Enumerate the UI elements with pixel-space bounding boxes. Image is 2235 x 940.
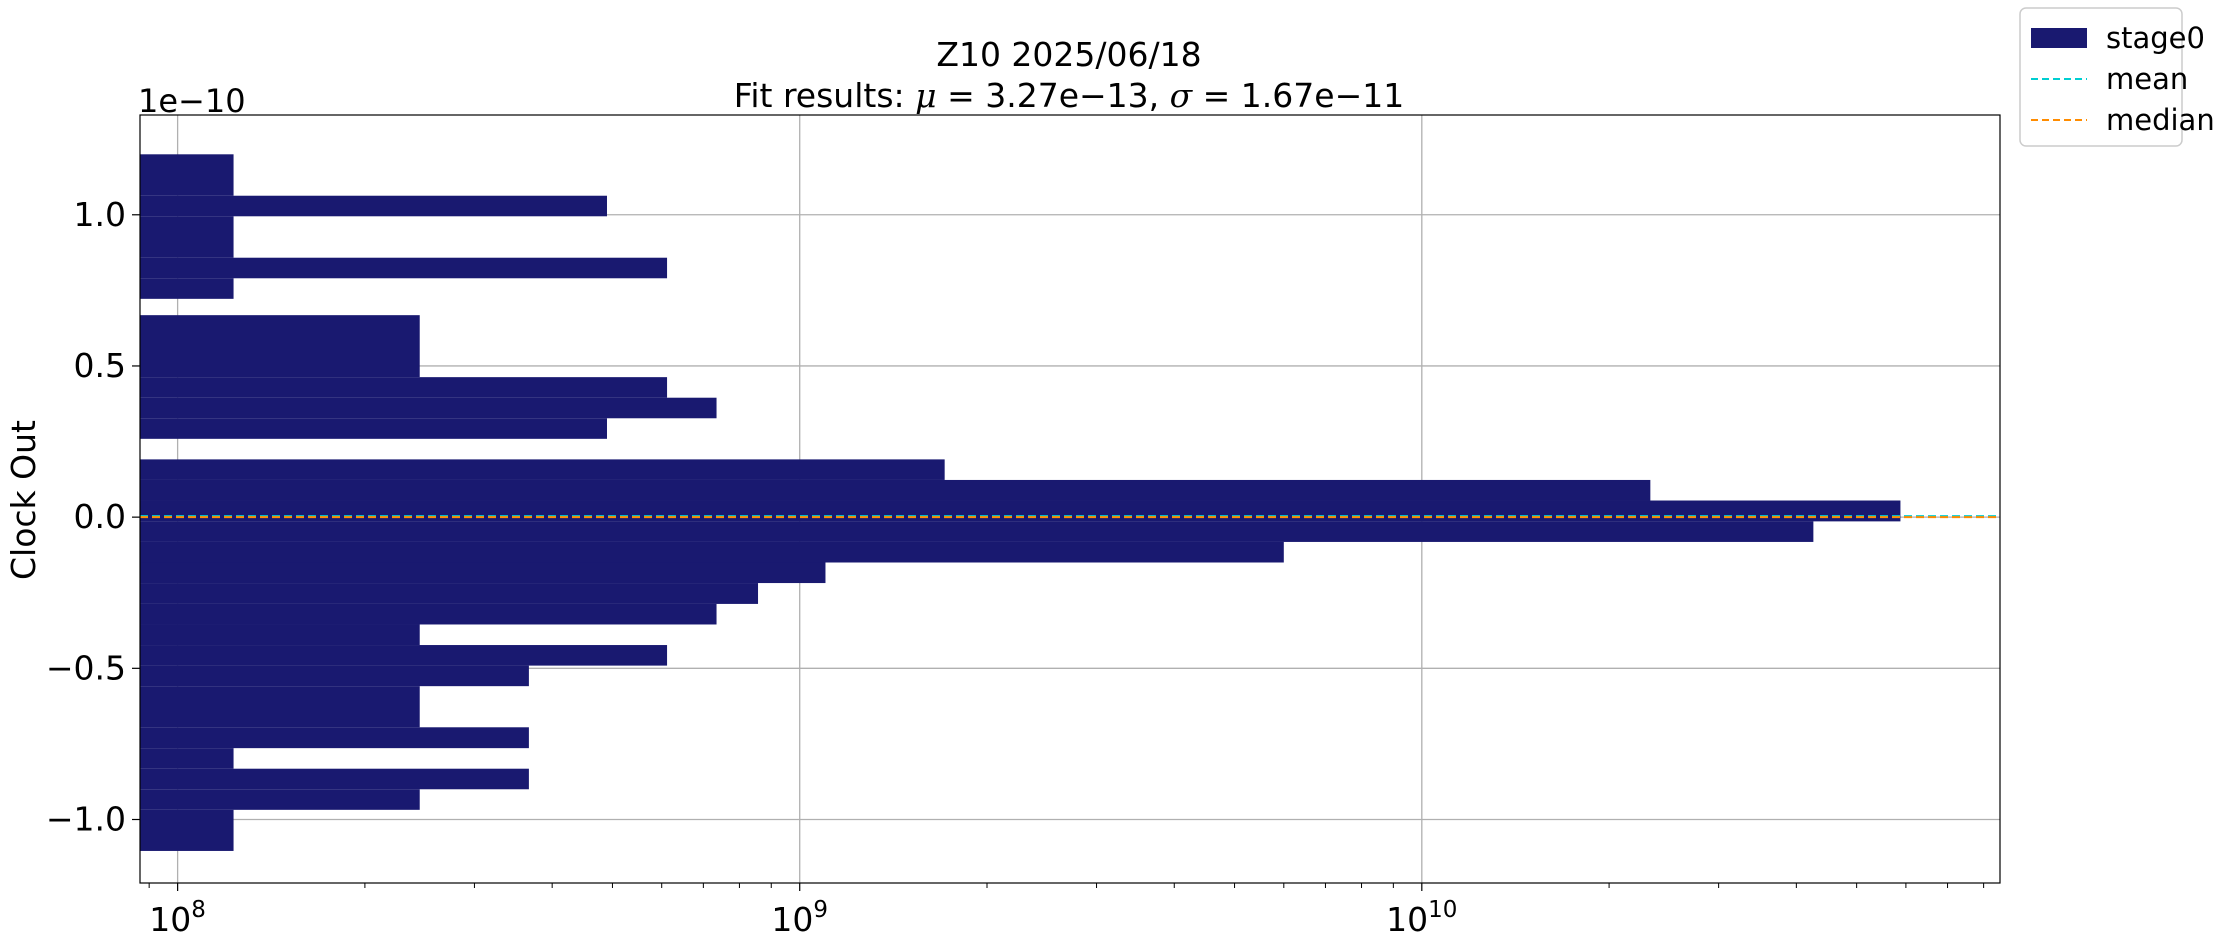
histogram-bar xyxy=(140,315,420,378)
y-tick-label: −0.5 xyxy=(46,648,126,687)
legend-label-median: median xyxy=(2106,103,2215,137)
histogram-bar xyxy=(140,768,529,790)
histogram-bar xyxy=(140,686,420,728)
legend-label-mean: mean xyxy=(2106,62,2188,96)
fit-mu-value: 3.27e−13 xyxy=(985,76,1148,115)
histogram-bar xyxy=(140,583,759,604)
y-tick-label: −1.0 xyxy=(46,800,126,839)
histogram-bar xyxy=(140,727,529,749)
mu-symbol: μ xyxy=(915,76,936,115)
y-tick-label: 1.0 xyxy=(74,195,126,234)
histogram-bar xyxy=(140,789,420,810)
plot-frame xyxy=(139,114,2001,884)
axis-ticks: 108 109 1010 1.0 0.5 0.0 −0.5 −1.0 xyxy=(46,195,1985,939)
histogram-bar xyxy=(140,418,607,439)
histogram-bar xyxy=(140,562,826,584)
chart-title: Z10 2025/06/18 xyxy=(936,35,1201,74)
histogram-bar xyxy=(140,645,668,666)
histogram-bar xyxy=(140,397,717,419)
histogram-bar xyxy=(140,479,1651,501)
histogram-bar xyxy=(140,216,234,258)
histogram-bar xyxy=(140,500,1901,522)
y-tick-label: 0.5 xyxy=(74,346,126,385)
histogram-bar xyxy=(140,459,945,480)
x-tick-label: 1010 xyxy=(1386,897,1457,939)
fit-results-prefix: Fit results: xyxy=(734,76,915,115)
histogram-bar xyxy=(140,665,529,687)
legend-label-stage0: stage0 xyxy=(2106,21,2205,55)
sigma-symbol: σ xyxy=(1170,76,1194,115)
histogram-bar xyxy=(140,603,717,625)
histogram-bar xyxy=(140,257,668,279)
y-offset-label: 1e−10 xyxy=(138,82,246,120)
histogram-bar xyxy=(140,278,234,299)
reference-lines xyxy=(140,515,2000,519)
histogram-bar xyxy=(140,748,234,769)
legend: stage0 mean median xyxy=(2019,7,2215,147)
histogram-bar xyxy=(140,809,234,851)
histogram-bar xyxy=(140,377,668,398)
histogram-bar xyxy=(140,154,234,196)
chart-subtitle-fit-results: Fit results: μ = 3.27e−13, σ = 1.67e−11 xyxy=(734,76,1404,115)
bars-layer xyxy=(140,154,1901,851)
histogram-bar xyxy=(140,521,1814,542)
x-tick-label: 108 xyxy=(149,897,206,939)
fit-sigma-value: 1.67e−11 xyxy=(1241,76,1404,115)
histogram-bar xyxy=(140,624,420,646)
x-tick-label: 109 xyxy=(771,897,828,939)
histogram-bar xyxy=(140,541,1284,563)
legend-swatch-stage0 xyxy=(2031,28,2087,48)
histogram-bar xyxy=(140,195,607,217)
y-axis-label: Clock Out xyxy=(4,420,43,580)
y-tick-label: 0.0 xyxy=(74,497,126,536)
